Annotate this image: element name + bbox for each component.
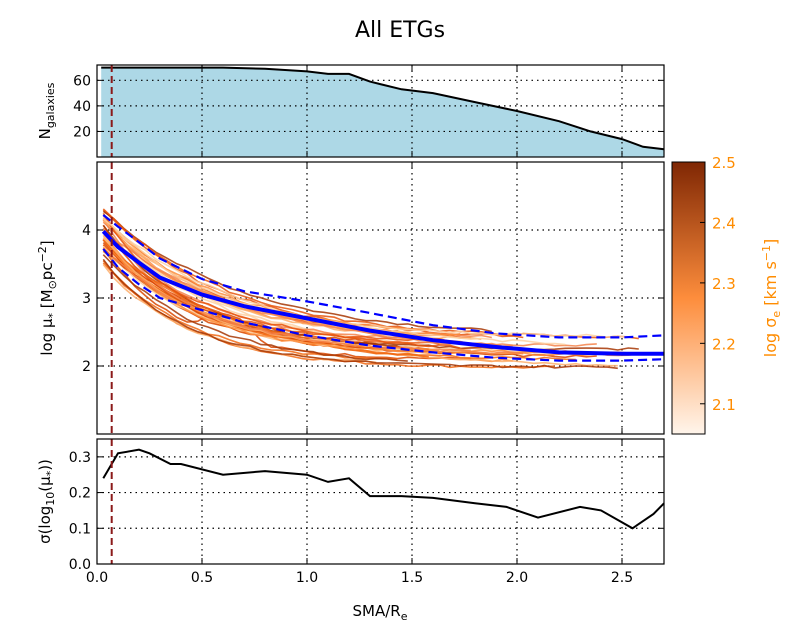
galaxy-profile-line — [102, 214, 629, 338]
x-tick-label: 0.5 — [191, 570, 213, 586]
panel-frame — [96, 64, 665, 158]
x-tick-label: 2.5 — [611, 570, 633, 586]
chart-title: All ETGs — [355, 18, 445, 43]
galaxy-profile-line — [102, 246, 524, 355]
colorbar-tick-label: 2.5 — [712, 154, 736, 172]
colorbar: 2.1 2.2 2.3 2.4 2.5 log σe [km s−1] — [671, 154, 783, 435]
y-tick-label: 3 — [82, 291, 91, 307]
galaxy-profile-line — [102, 232, 639, 357]
y-tick-label: 2 — [82, 359, 91, 375]
percentile-profile-line — [102, 248, 665, 362]
colorbar-bar — [671, 161, 706, 435]
y-axis-label: log μ* [M⊙pc−2] — [36, 240, 59, 355]
x-tick-label: 2.0 — [506, 570, 528, 586]
galaxy-profile-line — [102, 237, 366, 347]
galaxy-count-line — [101, 66, 665, 151]
colorbar-ticks: 2.1 2.2 2.3 2.4 2.5 — [700, 154, 736, 414]
percentile-profile-line — [102, 214, 665, 339]
bottom-panel-scatter: 0.0 0.1 0.2 0.3 0.0 0.5 1.0 1.5 2.0 2.5 σ(log10(μ*… — [36, 438, 665, 586]
top-panel-galaxy-count: 20 40 60 Ngalaxies — [36, 64, 665, 158]
galaxy-profile-line — [102, 258, 618, 370]
y-tick-label: 60 — [73, 73, 91, 89]
x-tick-label: 1.0 — [296, 570, 318, 586]
x-axis-label: SMA/Re — [353, 602, 408, 623]
colorbar-tick-label: 2.4 — [712, 214, 736, 232]
colorbar-tick-label: 2.3 — [712, 275, 736, 293]
colorbar-label: log σe [km s−1] — [760, 239, 783, 357]
middle-panel-surface-density: 2 3 4 log μ* [M⊙pc−2] — [36, 161, 665, 435]
y-tick-label: 20 — [73, 124, 91, 140]
scatter-line — [102, 448, 665, 530]
y-tick-label: 0.1 — [69, 521, 91, 537]
mean-profile-line — [101, 230, 664, 356]
y-tick-label: 0.2 — [69, 486, 91, 502]
y-axis-label: σ(log10(μ*)) — [36, 459, 57, 544]
galaxy-profile-line — [102, 219, 597, 347]
galaxy-count-fill — [101, 67, 664, 157]
x-tick-label: 0.0 — [86, 570, 108, 586]
galaxy-profile-line — [102, 210, 492, 333]
panel-frame — [96, 438, 665, 565]
y-tick-label: 0.3 — [69, 450, 91, 466]
colorbar-tick-label: 2.2 — [712, 335, 736, 353]
colorbar-tick-label: 2.1 — [712, 396, 736, 414]
x-tick-label: 1.5 — [401, 570, 423, 586]
y-tick-label: 4 — [82, 223, 91, 239]
y-tick-label: 0.0 — [69, 557, 91, 573]
y-tick-label: 40 — [73, 99, 91, 115]
galaxy-profile-line — [102, 254, 408, 362]
y-axis-label: Ngalaxies — [36, 82, 57, 139]
